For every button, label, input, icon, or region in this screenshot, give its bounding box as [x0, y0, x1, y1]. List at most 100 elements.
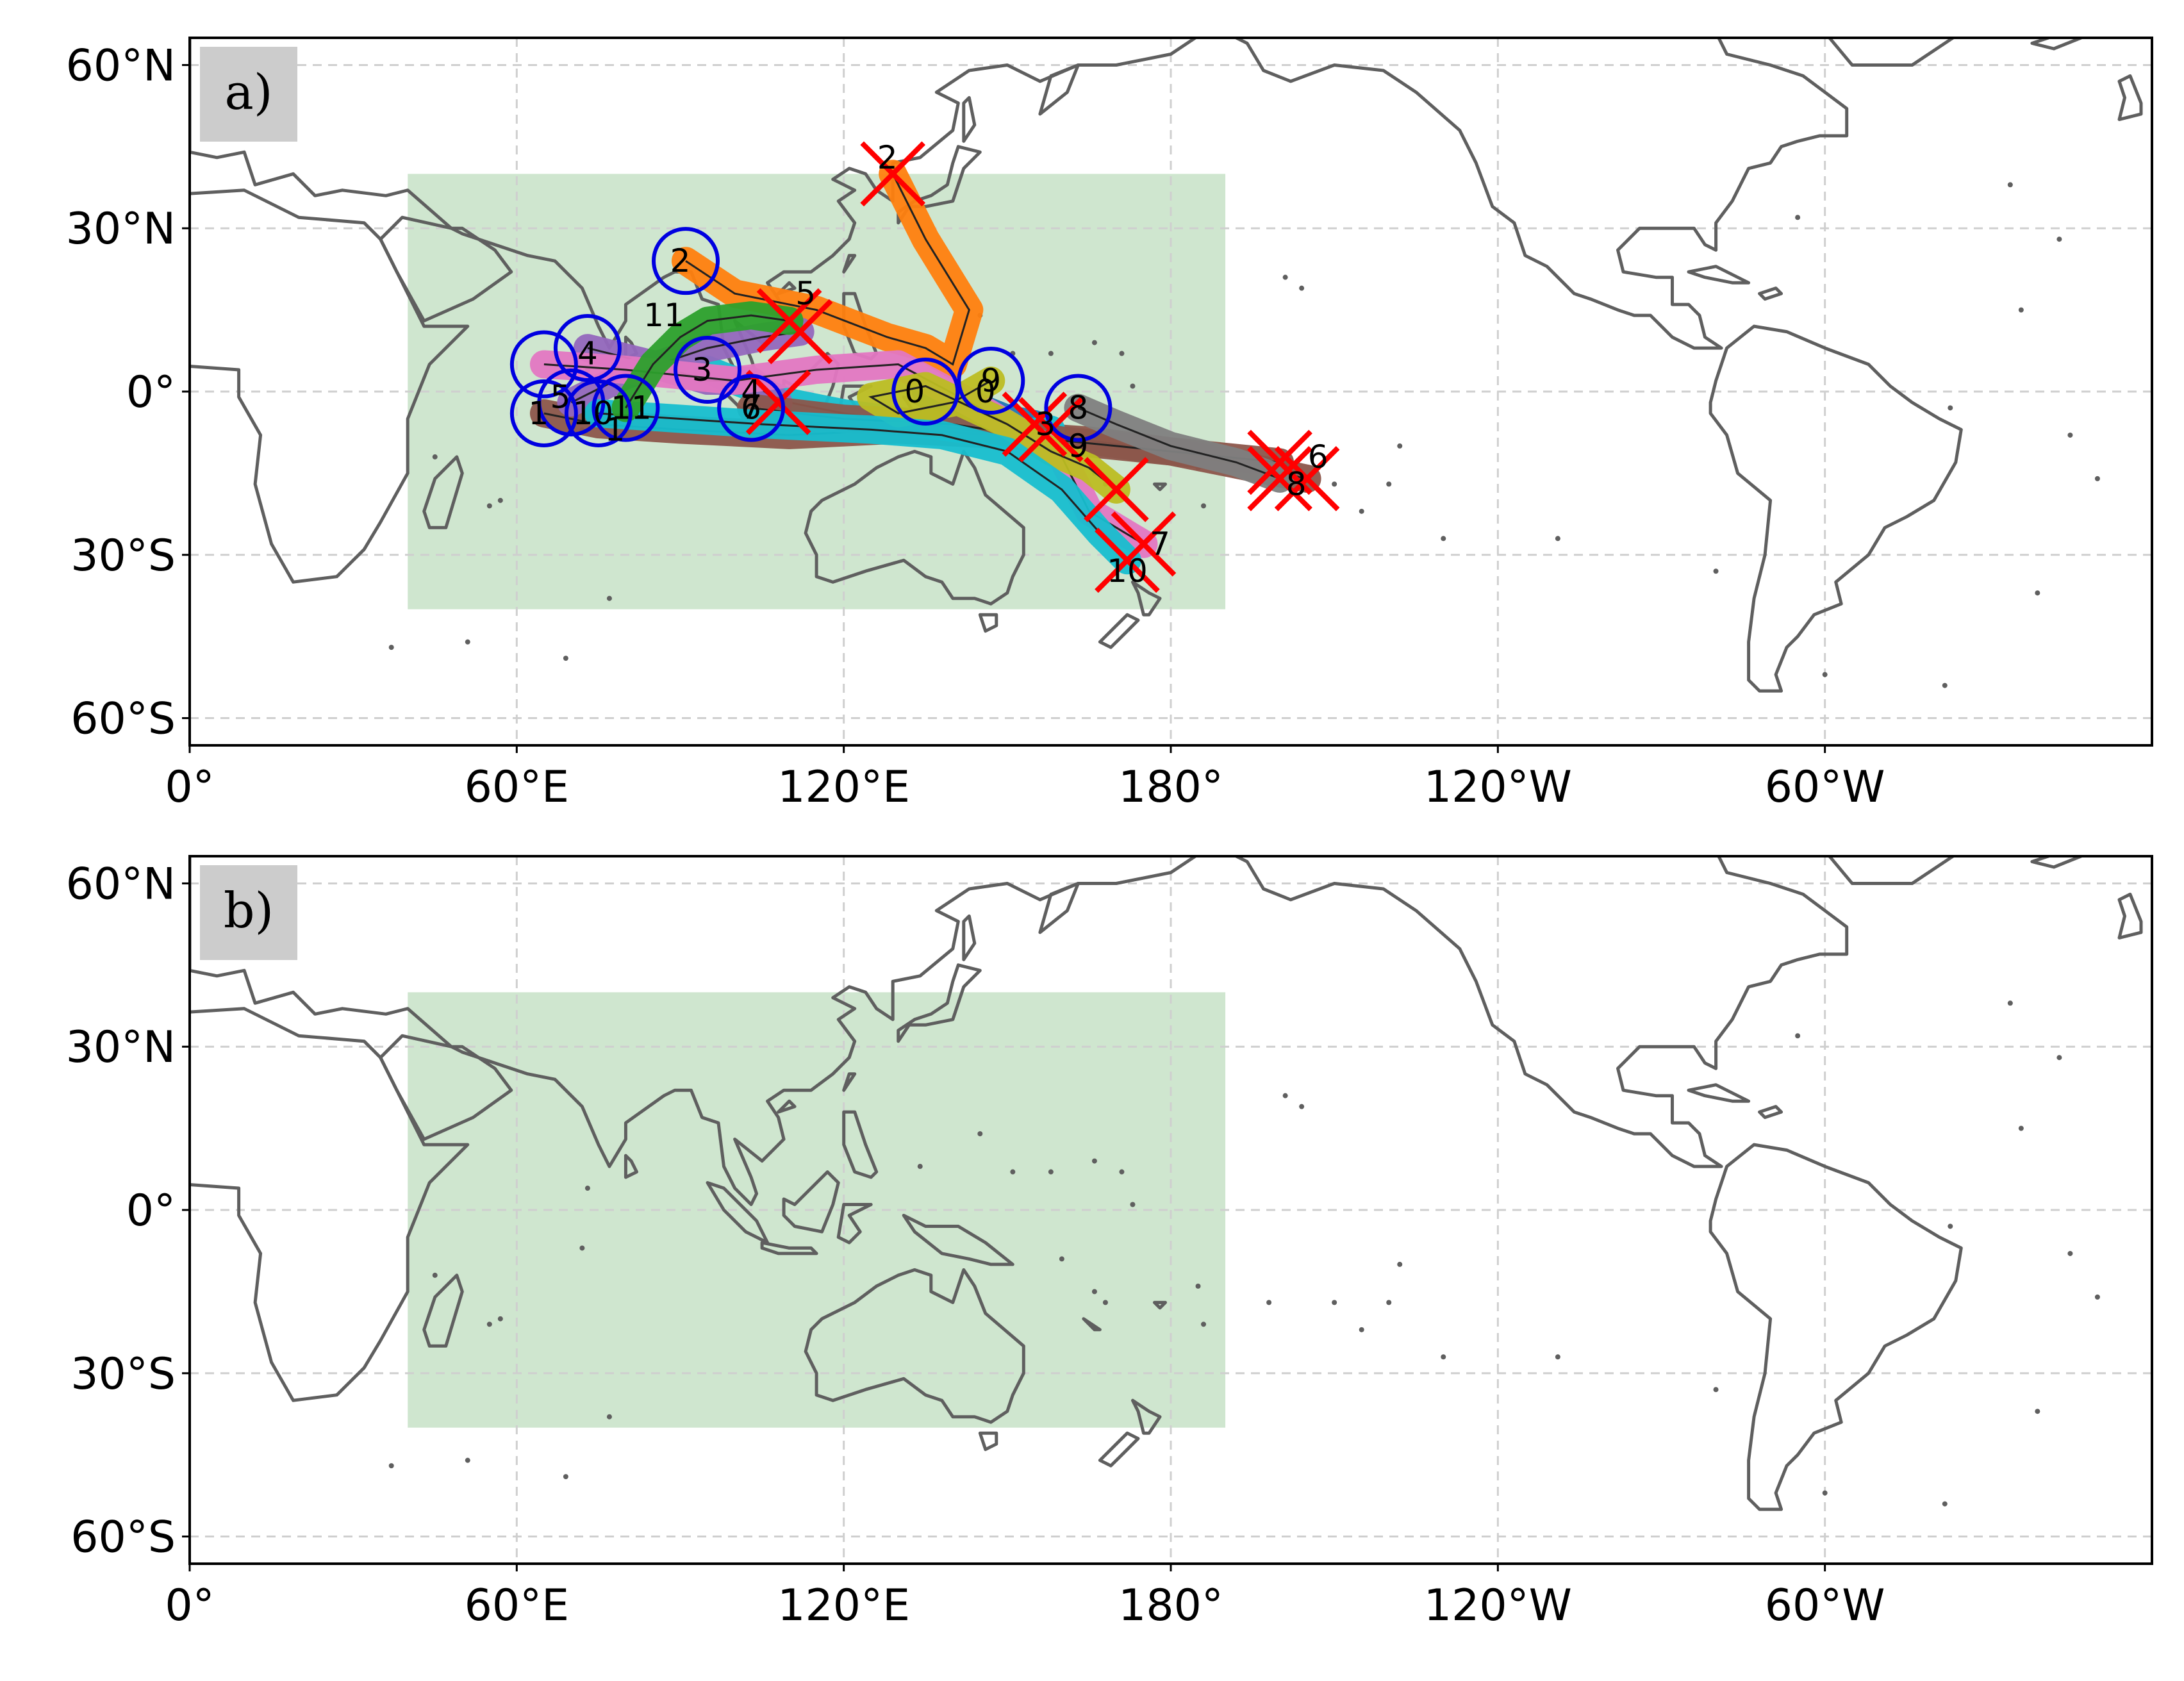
x-tick-label: 60°W — [1765, 1580, 1885, 1631]
coastline — [836, 1203, 873, 1245]
island-dot — [606, 595, 612, 601]
island-dot — [563, 1474, 568, 1480]
island-dot — [977, 1131, 983, 1137]
panel-label: b) — [224, 882, 274, 939]
y-tick-label: 0° — [126, 367, 176, 418]
island-dot — [1332, 1300, 1337, 1305]
island-dot — [1010, 1169, 1016, 1175]
track-start-label: 0 — [904, 373, 925, 410]
coastline — [1687, 265, 1751, 285]
track-end-label: 6 — [1308, 438, 1328, 476]
coastline — [1708, 324, 1963, 693]
coastline — [1038, 63, 1080, 116]
track-start-label: 3 — [692, 351, 713, 388]
island-dot — [1441, 1354, 1446, 1360]
lysis-marker-9 — [1084, 457, 1149, 522]
coastline — [842, 1110, 879, 1179]
track-centerline-9 — [868, 379, 1117, 491]
coastline — [1827, 856, 1956, 885]
coastline — [1232, 38, 1849, 350]
lysis-marker-11 — [756, 288, 822, 354]
island-dot — [1332, 481, 1337, 487]
x-tick-label: 60°W — [1765, 762, 1885, 813]
coastline — [2030, 856, 2083, 869]
island-dot — [1713, 1387, 1719, 1393]
lysis-marker-0 — [1002, 392, 1068, 457]
lysis-marker-2 — [860, 141, 926, 207]
track-end-label: 11 — [643, 297, 684, 334]
island-dot — [1441, 536, 1446, 542]
island-dot — [432, 454, 438, 460]
coastline — [897, 963, 982, 1043]
coastline — [1827, 38, 1956, 67]
island-dot — [497, 497, 503, 503]
coastline — [1232, 856, 1849, 1168]
island-dot — [1091, 1158, 1097, 1164]
island-dot — [1201, 503, 1207, 509]
coastline — [978, 1431, 998, 1452]
genesis-marker-7 — [509, 330, 578, 399]
track-centerline-2 — [685, 173, 970, 366]
grid-lines — [190, 38, 2152, 745]
island-dot — [2094, 476, 2100, 481]
y-tick-label: 60°S — [70, 694, 176, 745]
island-dot — [486, 503, 492, 509]
island-dot — [1795, 1033, 1801, 1039]
island-dot — [2067, 1250, 2073, 1256]
x-tick-label: 0° — [165, 1580, 214, 1631]
coastline — [2030, 38, 2083, 51]
y-axis-ticks: 60°N 30°N 0° 30°S 60°S — [66, 859, 190, 1563]
lysis-marker-10 — [1095, 527, 1160, 593]
x-tick-label: 60°E — [465, 1580, 570, 1631]
coastline — [190, 188, 470, 584]
island-dot — [1048, 1169, 1054, 1175]
x-tick-label: 60°E — [465, 762, 570, 813]
track-end-label: 5 — [795, 275, 816, 312]
y-tick-label: 60°N — [66, 859, 176, 909]
island-dot — [1266, 1300, 1272, 1305]
track-start-label: 5 — [550, 378, 570, 415]
panel-label-box: b) — [200, 865, 297, 960]
coastline — [777, 1099, 797, 1114]
track-start-label: 4 — [577, 335, 598, 372]
island-dot — [2035, 590, 2040, 596]
coastline — [1038, 882, 1080, 934]
coastline — [190, 856, 1198, 1206]
lysis-marker-8 — [1247, 446, 1312, 511]
panel-label: a) — [225, 63, 273, 120]
track-end-label: 3 — [1035, 406, 1055, 443]
island-dot — [1059, 1256, 1064, 1262]
y-tick-label: 30°N — [66, 1022, 176, 1073]
island-dot — [1119, 1169, 1125, 1175]
coastline — [1758, 286, 1783, 301]
x-tick-label: 120°E — [777, 762, 910, 813]
track-end-label: 4 — [741, 373, 761, 410]
island-dot — [584, 1186, 590, 1191]
track-end-label: 10 — [1107, 552, 1148, 590]
island-dot — [1386, 1300, 1392, 1305]
coastline — [1082, 1317, 1102, 1332]
track-start-label: 2 — [670, 242, 691, 279]
genesis-marker-0 — [891, 358, 960, 426]
island-dot — [388, 645, 394, 650]
island-dot — [1282, 274, 1288, 280]
island-dot — [1397, 443, 1403, 449]
track-start-label: 9 — [980, 362, 1001, 399]
island-dot — [1091, 340, 1097, 345]
y-tick-label: 0° — [126, 1186, 176, 1236]
coastline — [1758, 1105, 1783, 1120]
island-dot — [1102, 1300, 1108, 1305]
genesis-marker-3 — [674, 336, 742, 404]
island-dot — [1948, 1223, 1953, 1229]
coastline — [2117, 74, 2143, 121]
island-dot — [1948, 405, 1953, 411]
track-end-label: 2 — [877, 139, 898, 176]
genesis-marker-6 — [717, 374, 786, 442]
track-end-label: 0 — [975, 373, 996, 410]
island-dot — [1822, 672, 1828, 677]
coastline — [1708, 1143, 1963, 1511]
island-dot — [465, 1457, 470, 1463]
genesis-marker-9 — [957, 347, 1025, 415]
